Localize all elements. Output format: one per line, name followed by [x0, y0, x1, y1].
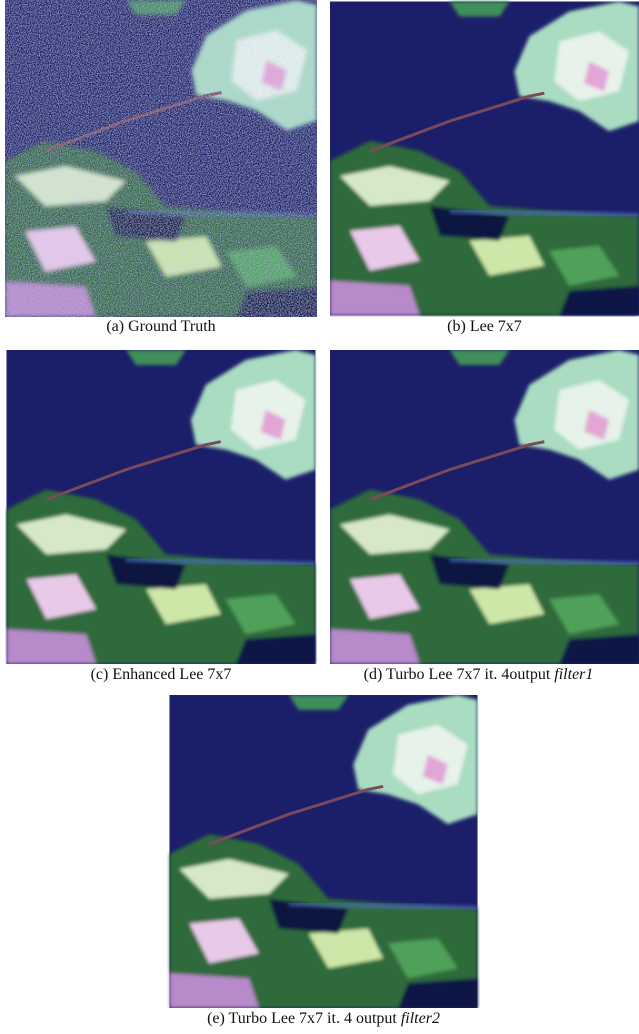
caption-italic: filter2 [401, 1010, 440, 1027]
figure: (a) Ground Truth (b) Lee 7x7 (c) Enhance… [0, 0, 639, 1034]
image-panel [167, 695, 480, 1008]
image-panel [5, 0, 317, 317]
caption-text: (e) Turbo Lee 7x7 it. 4 output [207, 1010, 397, 1027]
image-panel [5, 350, 317, 664]
caption-italic: filter1 [554, 666, 593, 683]
caption-text: (d) Turbo Lee 7x7 it. 4output [364, 666, 551, 683]
caption: (c) Enhanced Lee 7x7 [5, 666, 317, 684]
image-panel [330, 350, 639, 664]
caption: (b) Lee 7x7 [330, 318, 639, 336]
caption: (a) Ground Truth [5, 318, 317, 336]
image-panel [330, 0, 639, 317]
